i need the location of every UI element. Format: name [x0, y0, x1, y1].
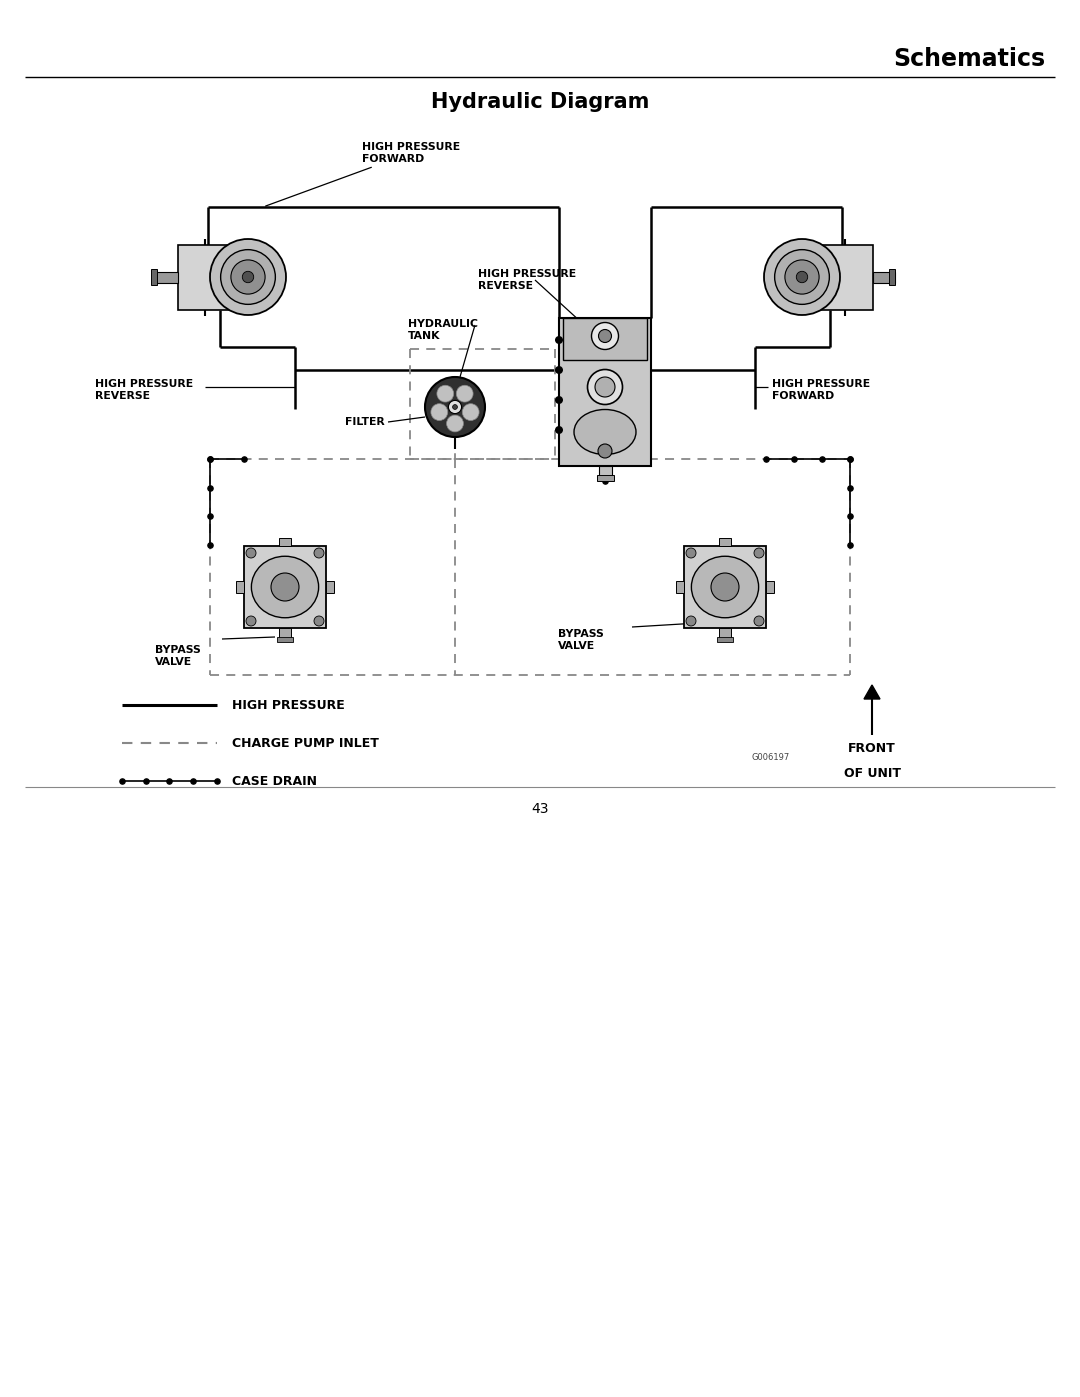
Bar — [676, 581, 684, 592]
Text: G006197: G006197 — [752, 753, 791, 761]
Bar — [889, 270, 894, 285]
Bar — [177, 244, 262, 310]
Circle shape — [210, 239, 286, 314]
Bar — [596, 475, 613, 481]
Circle shape — [796, 271, 808, 282]
Point — [201, 448, 218, 471]
Circle shape — [598, 444, 612, 458]
Text: HYDRAULIC
TANK: HYDRAULIC TANK — [408, 319, 478, 341]
Text: HIGH PRESSURE
FORWARD: HIGH PRESSURE FORWARD — [266, 142, 460, 205]
Bar — [244, 546, 326, 629]
Circle shape — [764, 239, 840, 314]
Point — [137, 770, 154, 792]
Circle shape — [271, 573, 299, 601]
Bar — [873, 271, 894, 282]
Point — [113, 770, 131, 792]
Bar — [150, 270, 157, 285]
Circle shape — [754, 548, 764, 557]
Point — [161, 770, 178, 792]
Point — [201, 506, 218, 528]
Circle shape — [785, 260, 819, 295]
Circle shape — [711, 573, 739, 601]
Circle shape — [220, 250, 275, 305]
Point — [201, 534, 218, 556]
Circle shape — [686, 548, 696, 557]
Text: CASE DRAIN: CASE DRAIN — [232, 774, 318, 788]
Ellipse shape — [252, 556, 319, 617]
Text: CHARGE PUMP INLET: CHARGE PUMP INLET — [232, 736, 379, 750]
Bar — [719, 538, 731, 546]
Circle shape — [774, 250, 829, 305]
Circle shape — [555, 426, 563, 434]
Circle shape — [592, 323, 619, 349]
Circle shape — [314, 616, 324, 626]
Point — [813, 448, 831, 471]
Text: 43: 43 — [531, 802, 549, 816]
Point — [596, 469, 613, 492]
Bar — [279, 629, 291, 638]
Bar — [684, 546, 766, 629]
Point — [841, 476, 859, 499]
Circle shape — [431, 404, 448, 420]
Point — [201, 448, 218, 471]
Point — [757, 448, 774, 471]
Ellipse shape — [691, 556, 758, 617]
Bar — [276, 637, 293, 643]
Bar — [559, 319, 651, 467]
Text: FRONT: FRONT — [848, 742, 896, 754]
Circle shape — [754, 616, 764, 626]
Text: HIGH PRESSURE: HIGH PRESSURE — [232, 698, 345, 711]
Circle shape — [456, 386, 473, 402]
Circle shape — [588, 369, 622, 405]
Bar — [717, 637, 733, 643]
Text: Hydraulic Diagram: Hydraulic Diagram — [431, 92, 649, 112]
Point — [785, 448, 802, 471]
Circle shape — [246, 548, 256, 557]
Bar — [563, 319, 647, 360]
Circle shape — [231, 260, 265, 295]
Text: OF UNIT: OF UNIT — [843, 767, 901, 780]
Circle shape — [462, 404, 480, 420]
Circle shape — [246, 616, 256, 626]
Circle shape — [555, 395, 563, 404]
Text: HIGH PRESSURE
REVERSE: HIGH PRESSURE REVERSE — [95, 379, 193, 401]
Polygon shape — [864, 685, 880, 698]
Text: FILTER: FILTER — [346, 416, 384, 427]
Circle shape — [598, 330, 611, 342]
Point — [841, 534, 859, 556]
Bar — [766, 581, 774, 592]
Circle shape — [426, 377, 485, 437]
Point — [208, 770, 226, 792]
Circle shape — [686, 616, 696, 626]
Point — [596, 448, 613, 471]
Circle shape — [242, 271, 254, 282]
Point — [841, 506, 859, 528]
Ellipse shape — [573, 409, 636, 454]
Point — [185, 770, 202, 792]
Text: HIGH PRESSURE
FORWARD: HIGH PRESSURE FORWARD — [772, 379, 870, 401]
Circle shape — [448, 401, 461, 414]
Text: HIGH PRESSURE
REVERSE: HIGH PRESSURE REVERSE — [478, 270, 576, 291]
Bar — [326, 581, 334, 592]
Point — [841, 448, 859, 471]
Text: BYPASS
VALVE: BYPASS VALVE — [558, 629, 604, 651]
Circle shape — [447, 415, 463, 432]
Bar — [598, 467, 611, 476]
Point — [841, 448, 859, 471]
Bar — [279, 538, 291, 546]
Circle shape — [595, 377, 615, 397]
Point — [201, 476, 218, 499]
Bar — [787, 244, 873, 310]
Circle shape — [555, 337, 563, 344]
Circle shape — [437, 386, 454, 402]
Bar — [237, 581, 244, 592]
Text: BYPASS
VALVE: BYPASS VALVE — [156, 645, 201, 666]
Point — [235, 448, 253, 471]
Circle shape — [453, 405, 458, 409]
Text: Schematics: Schematics — [893, 47, 1045, 71]
Bar — [156, 271, 177, 282]
Circle shape — [555, 366, 563, 374]
Bar — [719, 629, 731, 638]
Circle shape — [314, 548, 324, 557]
